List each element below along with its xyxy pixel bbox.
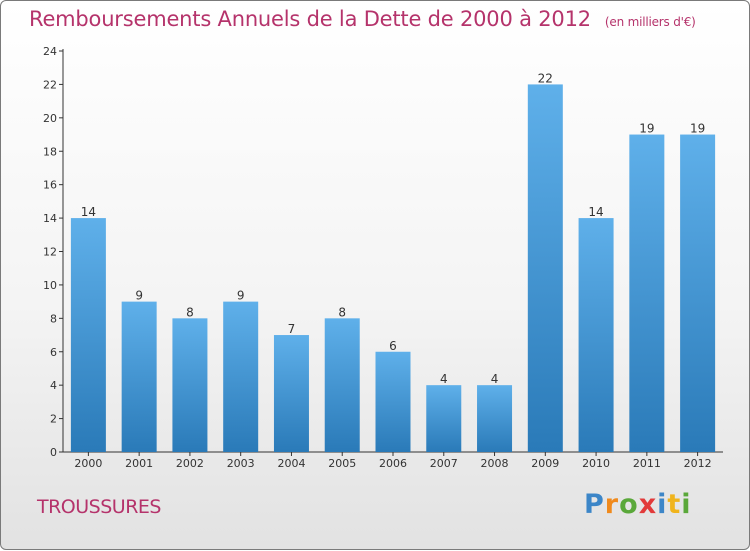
- y-tick-label: 16: [43, 179, 57, 192]
- logo-letter: i: [681, 489, 692, 520]
- x-tick-label: 2007: [430, 457, 458, 470]
- x-tick-label: 2003: [227, 457, 255, 470]
- x-tick-label: 2001: [125, 457, 153, 470]
- y-tick-label: 10: [43, 279, 57, 292]
- bar-2011: [629, 134, 665, 452]
- x-tick-label: 2011: [633, 457, 661, 470]
- value-label: 8: [186, 305, 194, 319]
- proxiti-logo: Proxiti: [584, 489, 692, 520]
- x-tick-label: 2000: [74, 457, 102, 470]
- bar-2008: [477, 385, 513, 452]
- value-label: 9: [237, 289, 245, 303]
- value-label: 14: [81, 205, 96, 219]
- y-tick-label: 4: [50, 379, 57, 392]
- chart-bars: [70, 84, 716, 453]
- x-tick-label: 2010: [582, 457, 610, 470]
- bar-2012: [680, 134, 716, 452]
- y-tick-label: 18: [43, 145, 57, 158]
- y-tick-label: 24: [43, 45, 57, 58]
- x-tick-label: 2002: [176, 457, 204, 470]
- commune-name: TROUSSURES: [37, 496, 161, 518]
- value-label: 19: [690, 122, 705, 136]
- value-label: 7: [288, 322, 296, 336]
- logo-letter: t: [667, 489, 682, 520]
- y-tick-label: 14: [43, 212, 57, 225]
- x-tick-label: 2008: [481, 457, 509, 470]
- y-tick-label: 8: [50, 312, 57, 325]
- value-label: 6: [389, 339, 397, 353]
- value-label: 8: [338, 305, 346, 319]
- value-label: 14: [588, 205, 603, 219]
- y-tick-label: 6: [50, 346, 57, 359]
- logo-letter: r: [604, 489, 620, 520]
- x-tick-label: 2009: [531, 457, 559, 470]
- bar-2006: [375, 351, 411, 452]
- chart-subtitle: (en milliers d'€): [604, 15, 696, 29]
- chart-title: Remboursements Annuels de la Dette de 20…: [29, 7, 696, 31]
- y-tick-label: 20: [43, 112, 57, 125]
- logo-letter: i: [657, 489, 668, 520]
- logo-letter: P: [584, 489, 605, 520]
- value-label: 22: [538, 71, 553, 85]
- x-tick-label: 2006: [379, 457, 407, 470]
- y-tick-label: 22: [43, 78, 57, 91]
- x-tick-label: 2004: [277, 457, 305, 470]
- bar-2000: [70, 218, 106, 452]
- bar-2004: [273, 335, 309, 452]
- y-tick-label: 0: [50, 446, 57, 459]
- bar-2003: [223, 301, 259, 452]
- y-tick-label: 2: [50, 413, 57, 426]
- value-label: 19: [639, 122, 654, 136]
- value-label: 4: [491, 372, 499, 386]
- value-label: 4: [440, 372, 448, 386]
- bar-2007: [426, 385, 462, 452]
- chart-labels: 2000 14 2001 9 2002 8 2003 9 2004 7 2005 8 2006 6 2007…: [74, 71, 711, 470]
- x-tick-label: 2012: [684, 457, 712, 470]
- bar-2002: [172, 318, 208, 452]
- logo-letter: o: [619, 489, 639, 520]
- bar-2005: [324, 318, 360, 452]
- value-label: 9: [135, 289, 143, 303]
- bar-2009: [527, 84, 563, 453]
- y-tick-label: 12: [43, 246, 57, 259]
- x-tick-label: 2005: [328, 457, 356, 470]
- bar-2001: [121, 301, 157, 452]
- logo-letter: x: [638, 489, 658, 520]
- bar-2010: [578, 218, 614, 452]
- title-text: Remboursements Annuels de la Dette de 20…: [29, 7, 591, 31]
